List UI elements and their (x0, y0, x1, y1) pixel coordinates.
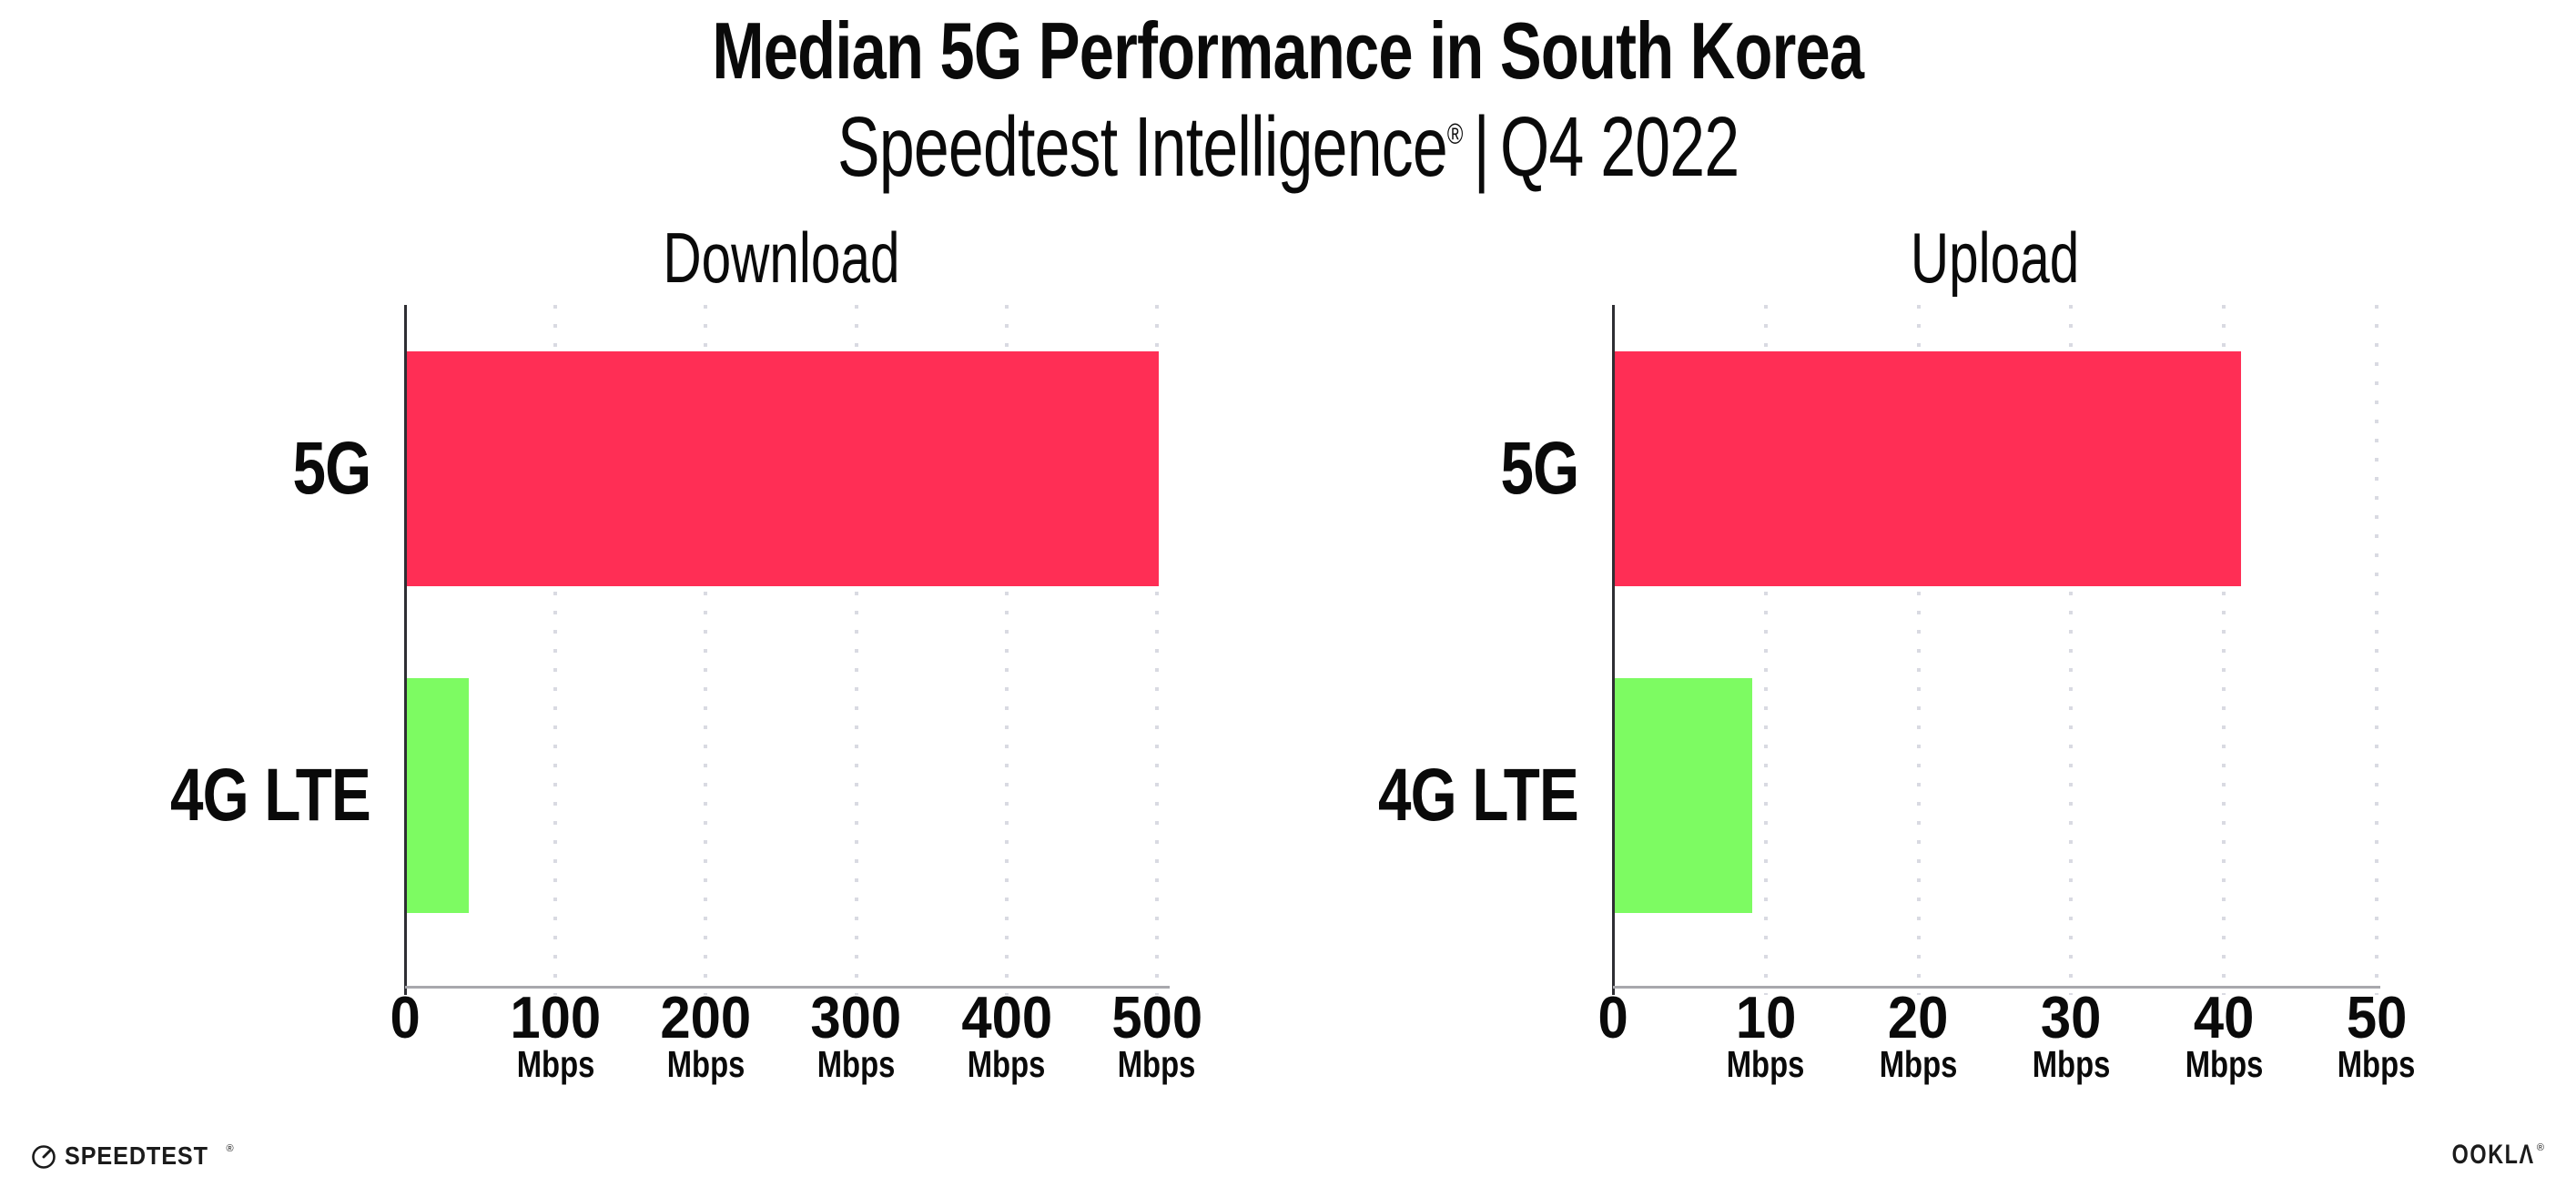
x-tick-value: 50 (2346, 984, 2408, 1050)
gridline-30 (2069, 305, 2074, 995)
x-tick-100: 100 (419, 988, 692, 1048)
x-tick-0: 0 (1476, 988, 1749, 1048)
gridline-40 (2222, 305, 2226, 995)
category-label-5g: 5G (273, 427, 371, 510)
x-tick-unit-label: Mbps (1726, 1043, 1805, 1085)
x-tick-unit-label: Mbps (1879, 1043, 1958, 1085)
x-tick-unit-label: Mbps (2185, 1043, 2263, 1085)
page-title-text: Median 5G Performance in South Korea (712, 5, 1865, 96)
category-label-4g-lte: 4G LTE (120, 754, 371, 837)
bar-5g (1615, 351, 2241, 586)
x-tick-unit-label: Mbps (967, 1043, 1046, 1085)
subtitle-period: Q4 2022 (1499, 99, 1739, 194)
x-tick-200: 200 (569, 988, 842, 1048)
x-tick-unit-100: Mbps (419, 1044, 692, 1084)
x-tick-10: 10 (1629, 988, 1902, 1048)
page-subtitle: Speedtest Intelligence® | Q4 2022 (0, 91, 2576, 192)
x-tick-unit-30: Mbps (1934, 1044, 2207, 1084)
download-chart: Download 5G 4G LTE 0 100 Mbps 200 Mbps 300 Mbps 4… (170, 218, 1202, 1084)
x-tick-unit-10: Mbps (1629, 1044, 1902, 1084)
download-chart-title: Download (662, 218, 900, 298)
gridline-500 (1155, 305, 1159, 995)
x-tick-40: 40 (2087, 988, 2360, 1048)
gridline-20 (1916, 305, 1921, 995)
ookla-wordmark: OOKLΛ (2451, 1140, 2535, 1170)
x-tick-value: 30 (2041, 984, 2102, 1050)
speedtest-registered-mark: ® (226, 1143, 234, 1154)
x-tick-unit-300: Mbps (720, 1044, 993, 1084)
bar-4g-lte (407, 678, 469, 913)
x-tick-unit-label: Mbps (2032, 1043, 2111, 1085)
x-tick-400: 400 (870, 988, 1143, 1048)
x-tick-unit-500: Mbps (1020, 1044, 1293, 1084)
y-axis (404, 305, 407, 995)
x-tick-20: 20 (1782, 988, 2055, 1048)
gridline-10 (1763, 305, 1768, 995)
upload-chart: Upload 5G 4G LTE 0 10 Mbps 20 Mbps 30 Mbps 40 Mbps… (1378, 218, 2416, 1084)
category-label-4g-lte: 4G LTE (1328, 754, 1579, 837)
subtitle-divider: | (1473, 99, 1489, 194)
bar-5g (407, 351, 1159, 586)
x-tick-value: 10 (1735, 984, 1797, 1050)
x-tick-value: 500 (1111, 984, 1202, 1050)
x-tick-unit-label: Mbps (816, 1043, 896, 1085)
x-tick-value: 100 (510, 984, 602, 1050)
x-tick-unit-label: Mbps (666, 1043, 745, 1085)
category-label-text: 4G LTE (1378, 754, 1579, 837)
x-tick-0: 0 (269, 988, 542, 1048)
gridline-200 (704, 305, 708, 995)
x-tick-300: 300 (720, 988, 993, 1048)
x-tick-unit-label: Mbps (2338, 1043, 2416, 1085)
upload-chart-title: Upload (1910, 218, 2080, 298)
x-tick-unit-label: Mbps (516, 1043, 594, 1085)
gridline-300 (854, 305, 858, 995)
gridline-50 (2375, 305, 2378, 995)
speedtest-logo: SPEEDTEST ® (30, 1141, 234, 1171)
x-tick-unit-20: Mbps (1782, 1044, 2055, 1084)
speedtest-wordmark: SPEEDTEST (65, 1141, 208, 1170)
x-tick-unit-400: Mbps (870, 1044, 1143, 1084)
x-tick-value: 200 (660, 984, 752, 1050)
x-tick-unit-label: Mbps (1118, 1043, 1196, 1085)
x-tick-unit-40: Mbps (2087, 1044, 2360, 1084)
ookla-registered-mark: ® (2536, 1142, 2544, 1153)
ookla-logo: OOKLΛ ® (2429, 1140, 2544, 1171)
subtitle-brand: Speedtest Intelligence (837, 99, 1448, 194)
x-axis (1613, 986, 2380, 989)
speedtest-gauge-icon (32, 1145, 56, 1169)
x-tick-value: 300 (810, 984, 902, 1050)
x-tick-30: 30 (1934, 988, 2207, 1048)
x-tick-500: 500 (1020, 988, 1293, 1048)
x-tick-value: 0 (390, 984, 421, 1050)
x-tick-unit-200: Mbps (569, 1044, 842, 1084)
page-title: Median 5G Performance in South Korea (0, 7, 2576, 95)
gridline-400 (1004, 305, 1009, 995)
x-tick-unit-50: Mbps (2240, 1044, 2513, 1084)
category-label-text: 4G LTE (170, 754, 371, 837)
x-tick-value: 400 (960, 984, 1052, 1050)
category-label-text: 5G (1500, 427, 1579, 510)
registered-mark: ® (1446, 117, 1463, 151)
gridline-100 (553, 305, 558, 995)
x-tick-value: 40 (2193, 984, 2255, 1050)
category-label-text: 5G (292, 427, 371, 510)
category-label-5g: 5G (1481, 427, 1579, 510)
x-tick-value: 20 (1888, 984, 1949, 1050)
bar-4g-lte (1615, 678, 1753, 913)
y-axis (1612, 305, 1615, 995)
x-tick-value: 0 (1597, 984, 1628, 1050)
x-axis (405, 986, 1170, 989)
x-tick-50: 50 (2240, 988, 2513, 1048)
